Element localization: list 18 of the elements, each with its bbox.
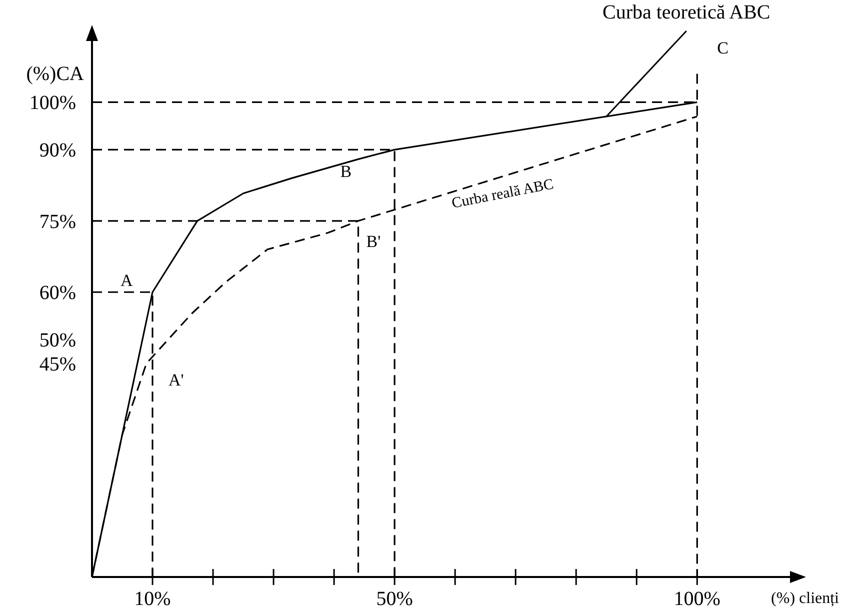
x-tick-label: 10% — [134, 588, 171, 609]
y-tick-label: 75% — [39, 210, 76, 233]
y-tick-label: 50% — [39, 330, 76, 352]
x-axis-title: (%) clienți — [771, 590, 840, 607]
y-tick-label: 100% — [29, 92, 76, 114]
annotation: B' — [366, 232, 381, 251]
y-tick-label: 90% — [39, 140, 76, 162]
y-axis-title: (%)CA — [26, 63, 85, 86]
y-tick-label: 45% — [39, 353, 76, 376]
annotation: B — [340, 162, 352, 182]
x-tick-label: 50% — [376, 588, 413, 609]
annotation: C — [717, 38, 728, 58]
text: Curba teoretică ABC — [602, 1, 770, 24]
y-tick-label: 60% — [39, 282, 76, 304]
x-tick-label: 100% — [674, 588, 720, 609]
annotation: A — [120, 271, 134, 290]
text: Curba reală ABC — [450, 176, 555, 212]
annotation: A' — [168, 370, 184, 390]
